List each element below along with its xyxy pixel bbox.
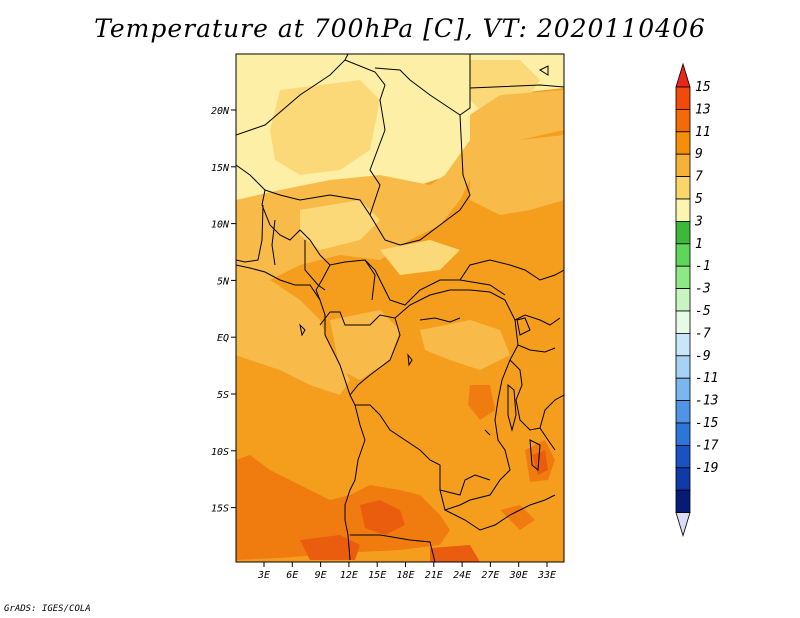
colorbar-swatch bbox=[675, 220, 691, 245]
lon-label: 3E bbox=[257, 570, 270, 581]
colorbar-swatch bbox=[675, 86, 691, 110]
colorbar-label: -17 bbox=[695, 438, 719, 453]
colorbar-label: -9 bbox=[695, 349, 711, 364]
lat-label: EQ bbox=[217, 333, 229, 344]
lon-label: 27E bbox=[481, 570, 499, 581]
colorbar-label: -1 bbox=[695, 259, 711, 274]
colorbar-label: 7 bbox=[695, 170, 703, 185]
lon-label: 18E bbox=[396, 570, 414, 581]
longitude-axis: 3E 6E 9E 12E 15E 18E 21E 24E 27E 30E 33E bbox=[257, 562, 556, 581]
colorbar-swatch bbox=[675, 332, 691, 357]
colorbar-swatch bbox=[675, 355, 691, 379]
colorbar-swatch bbox=[675, 444, 691, 469]
colorbar-label: -5 bbox=[695, 304, 711, 319]
colorbar-label: -19 bbox=[695, 461, 718, 476]
lat-label: 10N bbox=[211, 220, 230, 231]
lon-label: 24E bbox=[453, 570, 471, 581]
colorbar-label: 1 bbox=[695, 237, 703, 252]
lon-label: 6E bbox=[286, 570, 298, 581]
colorbar-swatch bbox=[675, 377, 691, 402]
temperature-field bbox=[236, 54, 564, 562]
lon-label: 15E bbox=[368, 570, 386, 581]
colorbar-label: -3 bbox=[695, 282, 711, 297]
colorbar-label: 9 bbox=[695, 147, 703, 162]
colorbar-label: -7 bbox=[695, 326, 711, 341]
map-title: Temperature at 700hPa [C], VT: 202011040… bbox=[94, 14, 706, 43]
colorbar-label: -13 bbox=[695, 394, 718, 409]
colorbar-swatch bbox=[675, 288, 691, 312]
lat-label: 15S bbox=[211, 504, 229, 515]
colorbar-swatch bbox=[675, 467, 691, 491]
lon-label: 12E bbox=[340, 570, 358, 581]
latitude-axis: 20N 15N 10N 5N EQ 5S 10S 15S bbox=[211, 106, 236, 515]
lat-label: 10S bbox=[211, 447, 229, 458]
footer-credit: GrADS: IGES/COLA bbox=[4, 604, 91, 614]
colorbar-label: 3 bbox=[694, 214, 703, 229]
lat-label: 20N bbox=[211, 106, 230, 117]
lat-label: 5S bbox=[217, 390, 229, 401]
lon-label: 33E bbox=[537, 570, 556, 581]
colorbar-swatch bbox=[675, 153, 691, 177]
colorbar-swatch bbox=[675, 422, 691, 446]
colorbar: 15 13 11 9 7 5 3 1 -1 -3 -5 -7 -9 -11 -13 -15 -17 -19 bbox=[675, 62, 719, 537]
lon-label: 30E bbox=[509, 570, 528, 581]
colorbar-label: -15 bbox=[695, 416, 719, 431]
colorbar-swatch bbox=[675, 109, 691, 133]
colorbar-swatch bbox=[675, 489, 691, 514]
lat-label: 5N bbox=[217, 276, 230, 287]
colorbar-swatch bbox=[675, 310, 691, 334]
colorbar-label: -11 bbox=[695, 371, 718, 386]
colorbar-swatch bbox=[675, 131, 691, 155]
map-frame bbox=[235, 53, 565, 563]
colorbar-bottom-arrow bbox=[675, 512, 691, 537]
colorbar-swatch bbox=[675, 243, 691, 267]
lon-label: 21E bbox=[425, 570, 443, 581]
colorbar-label: 5 bbox=[695, 192, 703, 207]
colorbar-swatch bbox=[675, 265, 691, 290]
colorbar-swatch bbox=[675, 176, 691, 200]
colorbar-label: 13 bbox=[695, 102, 711, 117]
colorbar-top-arrow bbox=[675, 62, 691, 88]
colorbar-label: 15 bbox=[695, 80, 711, 95]
colorbar-swatch bbox=[675, 198, 691, 222]
colorbar-swatch bbox=[675, 400, 691, 424]
lat-label: 15N bbox=[211, 163, 230, 174]
colorbar-label: 11 bbox=[695, 125, 711, 140]
country-borders bbox=[236, 54, 564, 562]
lon-label: 9E bbox=[315, 570, 327, 581]
